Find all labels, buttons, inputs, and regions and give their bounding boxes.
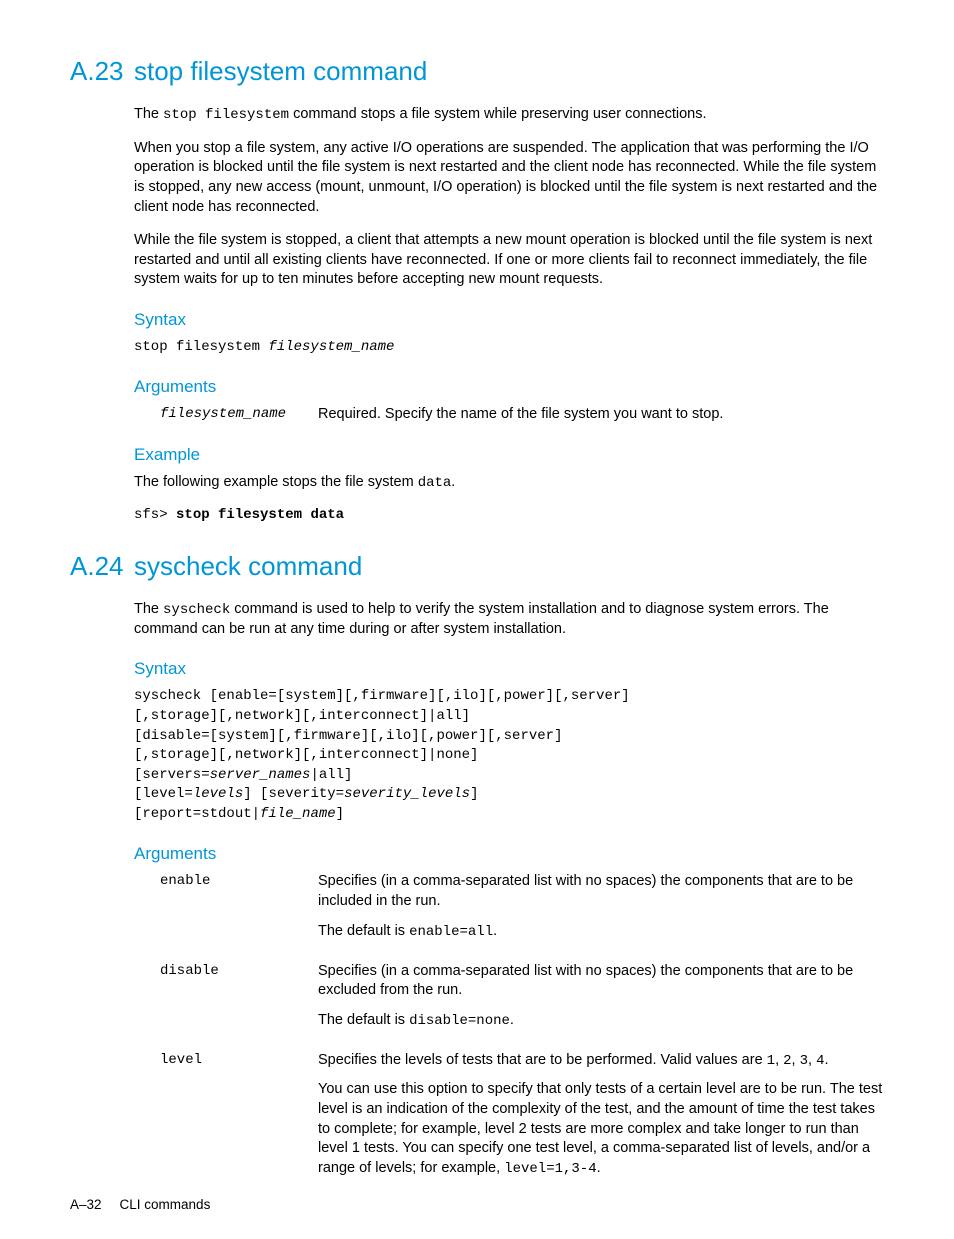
inline-code: enable=all	[409, 924, 493, 940]
inline-code: 1	[767, 1053, 775, 1069]
argument-desc: Specifies (in a comma-separated list wit…	[318, 962, 884, 1041]
paragraph: While the file system is stopped, a clie…	[134, 231, 884, 290]
example-command: sfs> stop filesystem data	[134, 507, 884, 523]
syntax-block: syscheck [enable=[system][,firmware][,il…	[134, 687, 884, 824]
page-footer: A–32 CLI commands	[70, 1197, 210, 1212]
paragraph: The syscheck command is used to help to …	[134, 600, 884, 639]
arguments-heading: Arguments	[134, 377, 884, 397]
argument-row: enable Specifies (in a comma-separated l…	[160, 872, 884, 951]
argument-term: disable	[160, 962, 318, 1041]
paragraph: The stop filesystem command stops a file…	[134, 105, 884, 125]
paragraph: When you stop a file system, any active …	[134, 139, 884, 217]
command-bold: stop filesystem data	[176, 507, 344, 523]
argument-desc: Required. Specify the name of the file s…	[318, 405, 884, 425]
argument-row: filesystem_name Required. Specify the na…	[160, 405, 884, 425]
section-title: stop filesystem command	[134, 56, 427, 86]
argument-row: disable Specifies (in a comma-separated …	[160, 962, 884, 1041]
argument-term: level	[160, 1051, 318, 1189]
prompt: sfs>	[134, 507, 176, 523]
section-heading-a24: A.24syscheck command	[70, 551, 884, 582]
section-number: A.23	[70, 56, 134, 87]
inline-code: syscheck	[163, 602, 230, 618]
syntax-heading: Syntax	[134, 659, 884, 679]
inline-code: data	[418, 475, 452, 491]
section-number: A.24	[70, 551, 134, 582]
argument-row: level Specifies the levels of tests that…	[160, 1051, 884, 1189]
argument-term: enable	[160, 872, 318, 951]
example-intro: The following example stops the file sys…	[134, 473, 884, 493]
arguments-heading: Arguments	[134, 844, 884, 864]
inline-code: level=1,3-4	[504, 1161, 596, 1177]
syntax-block: stop filesystem filesystem_name	[134, 338, 884, 358]
inline-code: 2	[783, 1053, 791, 1069]
section-title: syscheck command	[134, 551, 362, 581]
inline-code: 3	[800, 1053, 808, 1069]
inline-code: stop filesystem	[163, 107, 289, 123]
argument-term: filesystem_name	[160, 405, 318, 425]
example-heading: Example	[134, 445, 884, 465]
argument-desc: Specifies the levels of tests that are t…	[318, 1051, 884, 1189]
section-heading-a23: A.23stop filesystem command	[70, 56, 884, 87]
argument-desc: Specifies (in a comma-separated list wit…	[318, 872, 884, 951]
syntax-heading: Syntax	[134, 310, 884, 330]
footer-label: CLI commands	[120, 1197, 211, 1212]
inline-code: disable=none	[409, 1013, 510, 1029]
page-number: A–32	[70, 1197, 102, 1212]
